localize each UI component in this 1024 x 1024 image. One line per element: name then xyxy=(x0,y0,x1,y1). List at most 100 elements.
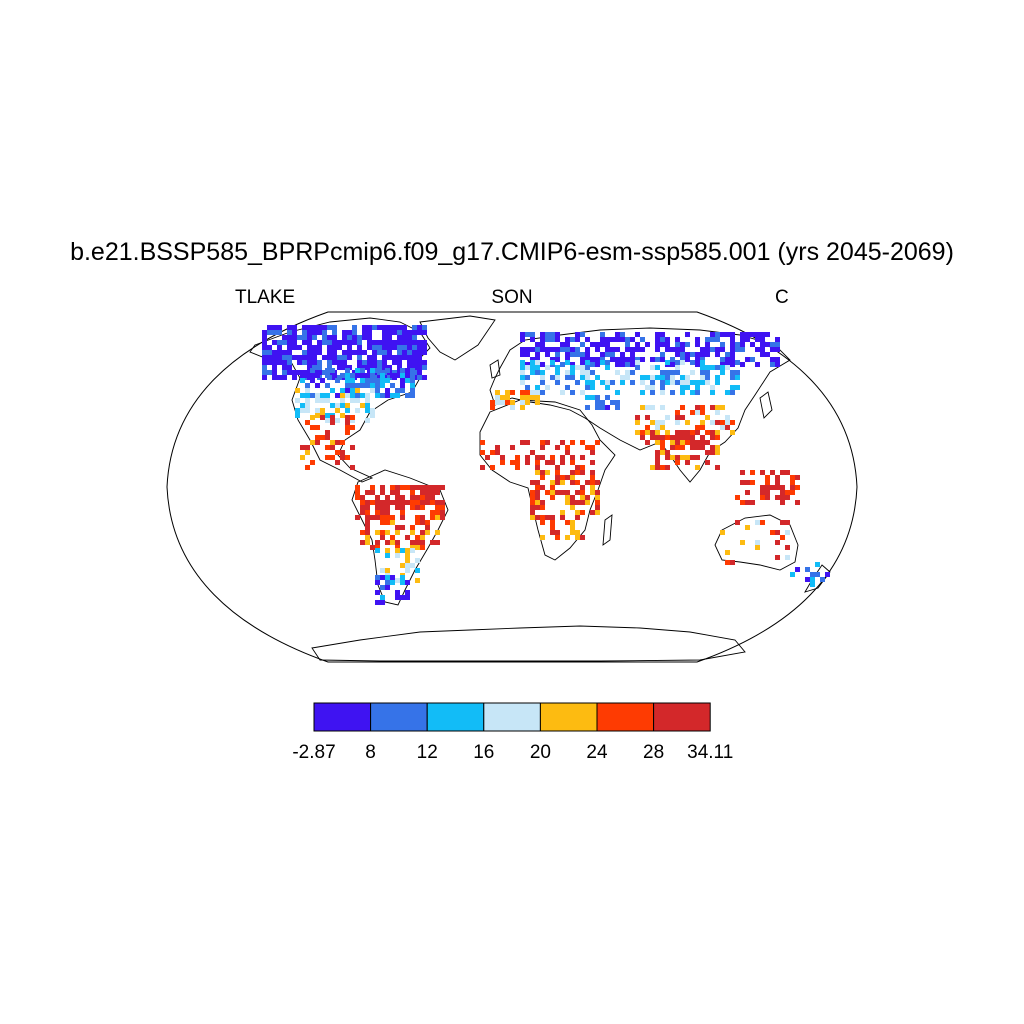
lake-cell xyxy=(385,553,390,558)
lake-cell xyxy=(575,352,580,357)
lake-cell xyxy=(545,490,550,495)
lake-cell xyxy=(560,480,565,485)
lake-cell xyxy=(670,380,675,385)
lake-cell xyxy=(585,370,590,375)
lake-cell xyxy=(540,475,545,480)
lake-cell xyxy=(590,450,595,455)
lake-cell xyxy=(262,345,267,350)
lake-cell xyxy=(550,495,555,500)
lake-cell xyxy=(520,390,525,395)
lake-cell xyxy=(415,558,420,563)
lake-cell xyxy=(675,430,680,435)
lake-cell xyxy=(650,435,655,440)
lake-cell xyxy=(387,345,392,350)
lake-cell xyxy=(655,420,660,425)
lake-cell xyxy=(410,388,415,393)
lake-cell xyxy=(417,355,422,360)
lake-cell xyxy=(555,490,560,495)
lake-cell xyxy=(650,430,655,435)
lake-cell xyxy=(705,380,710,385)
lake-cell xyxy=(392,330,397,335)
lake-cell xyxy=(765,485,770,490)
lake-cell xyxy=(372,340,377,345)
lake-cell xyxy=(360,383,365,388)
lake-cell xyxy=(775,357,780,362)
lake-cell xyxy=(350,445,355,450)
lake-cell xyxy=(620,362,625,367)
lake-cell xyxy=(345,403,350,408)
lake-cell xyxy=(530,370,535,375)
lake-cell xyxy=(715,405,720,410)
lake-cell xyxy=(700,375,705,380)
lake-cell xyxy=(350,465,355,470)
lake-cell xyxy=(297,345,302,350)
lake-cell xyxy=(705,347,710,352)
lake-cell xyxy=(305,445,310,450)
lake-cell xyxy=(360,373,365,378)
lake-cell xyxy=(347,345,352,350)
lake-cell xyxy=(525,347,530,352)
lake-cell xyxy=(365,530,370,535)
lake-cell xyxy=(570,530,575,535)
lake-cell xyxy=(595,490,600,495)
lake-cell xyxy=(332,335,337,340)
lake-cell xyxy=(405,485,410,490)
lake-cell xyxy=(665,337,670,342)
lake-cell xyxy=(700,440,705,445)
lake-cell xyxy=(570,470,575,475)
lake-cell xyxy=(715,445,720,450)
lake-cell xyxy=(530,360,535,365)
lake-cell xyxy=(385,378,390,383)
lake-cell xyxy=(555,445,560,450)
lake-cell xyxy=(700,420,705,425)
lake-cell xyxy=(340,403,345,408)
lake-cell xyxy=(385,548,390,553)
lake-cell xyxy=(385,368,390,373)
lake-cell xyxy=(330,455,335,460)
lake-cell xyxy=(740,342,745,347)
lake-cell xyxy=(345,455,350,460)
lake-cell xyxy=(287,360,292,365)
lake-cell xyxy=(357,360,362,365)
lake-cell xyxy=(585,347,590,352)
lake-cell xyxy=(375,510,380,515)
lake-cell xyxy=(750,500,755,505)
lake-cell xyxy=(555,535,560,540)
lake-cell xyxy=(675,460,680,465)
lake-cell xyxy=(370,515,375,520)
lake-cell xyxy=(335,450,340,455)
lake-cell xyxy=(715,365,720,370)
lake-cell xyxy=(785,545,790,550)
lake-cell xyxy=(340,393,345,398)
lake-cell xyxy=(585,357,590,362)
lake-cell xyxy=(680,380,685,385)
lake-cell xyxy=(375,590,380,595)
lake-cell xyxy=(405,580,410,585)
lake-cell xyxy=(710,347,715,352)
lake-cell xyxy=(307,370,312,375)
lake-cell xyxy=(540,337,545,342)
lake-cell xyxy=(407,365,412,370)
lake-cell xyxy=(625,357,630,362)
lake-cell xyxy=(615,347,620,352)
lake-cell xyxy=(660,385,665,390)
lake-cell xyxy=(735,520,740,525)
colorbar-box xyxy=(426,702,485,732)
lake-cell xyxy=(412,325,417,330)
lake-cell xyxy=(550,485,555,490)
lake-cell xyxy=(550,455,555,460)
lake-cell xyxy=(520,440,525,445)
lake-cell xyxy=(730,390,735,395)
lake-cell xyxy=(610,380,615,385)
lake-cell xyxy=(645,415,650,420)
lake-cell xyxy=(385,505,390,510)
lake-cell xyxy=(375,530,380,535)
lake-cell xyxy=(655,435,660,440)
lake-cell xyxy=(365,393,370,398)
lake-cell xyxy=(310,415,315,420)
lake-cell xyxy=(372,355,377,360)
lake-cell xyxy=(540,505,545,510)
lake-cell xyxy=(400,388,405,393)
lake-cell xyxy=(420,540,425,545)
lake-cell xyxy=(405,373,410,378)
